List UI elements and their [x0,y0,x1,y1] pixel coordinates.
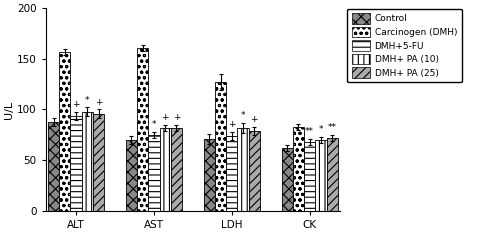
Bar [204,139,215,211]
Text: +: + [95,98,102,107]
Bar [160,128,171,211]
Y-axis label: U/L: U/L [4,100,14,119]
Bar [148,135,160,211]
Text: *: * [152,120,156,129]
Text: +: + [228,120,235,129]
Bar [326,138,338,211]
Text: +: + [250,115,258,124]
Legend: Control, Carcinogen (DMH), DMH+5-FU, DMH+ PA (10), DMH+ PA (25): Control, Carcinogen (DMH), DMH+5-FU, DMH… [348,9,462,82]
Text: **: ** [328,123,336,132]
Bar [238,128,248,211]
Text: +: + [172,113,180,122]
Bar [215,82,226,211]
Bar [316,140,326,211]
Bar [126,140,137,211]
Bar [137,48,148,211]
Text: **: ** [305,127,314,136]
Bar [70,116,82,211]
Text: *: * [85,96,89,105]
Text: *: * [241,111,246,120]
Bar [248,131,260,211]
Text: *: * [318,125,323,134]
Bar [48,122,59,211]
Bar [282,148,293,211]
Bar [226,136,237,211]
Bar [59,52,70,211]
Bar [304,142,316,211]
Bar [82,112,93,211]
Text: +: + [162,113,169,122]
Bar [171,128,182,211]
Bar [293,127,304,211]
Bar [93,113,104,211]
Text: +: + [72,100,80,109]
